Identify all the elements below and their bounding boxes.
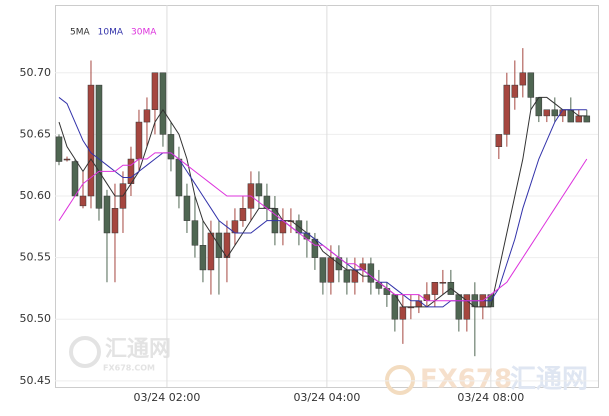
candle-body — [327, 257, 335, 283]
candle-body — [431, 282, 439, 295]
candle-body — [79, 195, 87, 207]
candle-body — [135, 121, 143, 160]
x-tick-label: 03/24 04:00 — [293, 391, 360, 404]
y-tick-label: 50.65 — [20, 127, 52, 140]
candle-body — [183, 195, 191, 221]
candle-body — [463, 294, 471, 320]
candle-body — [143, 109, 151, 123]
candle-body — [415, 300, 423, 308]
candle-body — [207, 232, 215, 271]
candle-body — [519, 72, 527, 86]
y-tick-label: 50.60 — [20, 189, 52, 202]
y-tick-label: 50.45 — [20, 374, 52, 387]
candle-body — [343, 269, 351, 283]
ma-line — [58, 152, 588, 302]
candle-body — [151, 72, 159, 110]
y-tick-label: 50.70 — [20, 66, 52, 79]
candle-body — [583, 115, 591, 123]
watermark: 汇通网 — [510, 365, 588, 395]
candle-body — [167, 134, 175, 160]
candle-body — [359, 263, 367, 271]
candle-body — [87, 84, 95, 197]
candle-body — [199, 245, 207, 271]
y-tick-label: 50.50 — [20, 312, 52, 325]
ma-line — [58, 96, 587, 308]
candle-body — [575, 115, 583, 123]
candle-body — [319, 257, 327, 283]
candle-body — [423, 294, 431, 301]
watermark: FX678 — [420, 365, 512, 395]
candle-body — [255, 183, 263, 197]
candle-body — [175, 158, 183, 197]
candle-body — [511, 84, 519, 98]
legend-label: 30MA — [131, 28, 157, 38]
candle-body — [399, 306, 407, 320]
candle-body — [239, 208, 247, 221]
candle-body — [455, 294, 463, 320]
candle-body — [551, 109, 559, 117]
candle-body — [543, 109, 551, 117]
watermark: FX678.COM — [103, 364, 155, 373]
candle-body — [495, 134, 503, 147]
watermark-logo — [385, 365, 415, 395]
watermark: 汇通网 — [105, 337, 171, 362]
candle-body — [103, 195, 111, 234]
legend-label: 5MA — [70, 28, 90, 38]
candle-body — [71, 161, 79, 197]
candle-body — [63, 158, 71, 161]
legend-label: 10MA — [98, 28, 124, 38]
x-tick-label: 03/24 08:00 — [457, 391, 524, 404]
candle-body — [55, 136, 63, 162]
watermark-logo — [69, 336, 101, 368]
x-tick-label: 03/24 02:00 — [134, 391, 201, 404]
candle-body — [439, 282, 447, 284]
candle-body — [95, 84, 103, 209]
candle-body — [111, 208, 119, 234]
candle-body — [375, 282, 383, 289]
candle-body — [159, 72, 167, 135]
candle-body — [367, 263, 375, 283]
candle-body — [383, 288, 391, 295]
candle-body — [191, 220, 199, 246]
candle-body — [503, 84, 511, 135]
candle-body — [527, 72, 535, 98]
y-tick-label: 50.55 — [20, 251, 52, 264]
candle-body — [303, 232, 311, 240]
